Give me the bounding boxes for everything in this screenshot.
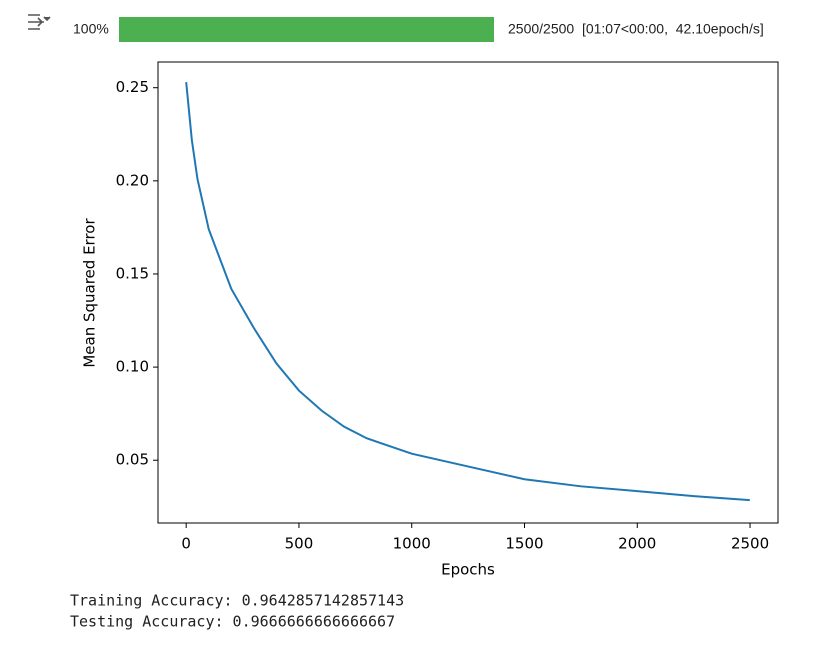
y-tick-label: 0.05 [116,451,149,469]
x-tick-label: 500 [285,535,314,553]
y-tick-label: 0.15 [116,264,149,282]
y-tick-label: 0.20 [116,171,149,189]
line [185,82,750,502]
x-tick-label: 0 [181,535,191,553]
output-line: Testing Accuracy: 0.9666666666666667 [70,613,395,631]
x-tick-label: 2000 [618,535,656,553]
x-axis-label: Epochs [441,561,495,579]
x-tick-label: 2500 [731,535,769,553]
output-toggle-icon[interactable] [28,14,51,30]
x-tick-label: 1500 [505,535,543,553]
progress-status: 2500/2500 [01:07<00:00, 42.10epoch/s] [508,21,764,37]
y-tick-label: 0.10 [116,358,149,376]
output-line: Training Accuracy: 0.9642857142857143 [70,592,404,610]
y-tick-label: 0.25 [116,78,149,96]
plot-frame [157,61,779,524]
x-tick-label: 1000 [393,535,431,553]
progress-bar [119,17,494,42]
y-axis-label: Mean Squared Error [81,218,99,368]
progress-percent: 100% [73,21,109,37]
